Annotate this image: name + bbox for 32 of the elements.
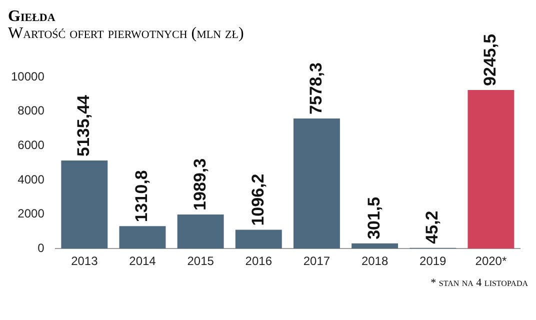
- y-tick-label: 0: [38, 240, 45, 255]
- data-label: 9245,5: [480, 34, 500, 86]
- x-tick-label: 2013: [71, 254, 98, 268]
- y-tick-label: 10000: [10, 69, 45, 84]
- data-label: 301,5: [364, 196, 384, 240]
- bar: [468, 90, 514, 249]
- bar: [293, 118, 340, 249]
- y-tick-label: 6000: [18, 138, 45, 152]
- data-label: 5135,44: [74, 94, 94, 156]
- x-tick-label: 2020*: [475, 254, 507, 268]
- data-label: 7578,3: [306, 62, 326, 115]
- y-tick-label: 4000: [18, 172, 45, 186]
- data-label: 1096,2: [248, 174, 268, 226]
- bar: [352, 243, 398, 249]
- chart-title: Giełda: [8, 8, 56, 25]
- text: * stan na 4 listopada: [430, 277, 528, 289]
- x-tick-label: 2016: [245, 254, 272, 268]
- x-tick-label: 2018: [361, 254, 388, 268]
- bar: [119, 226, 166, 249]
- bar: [177, 214, 224, 249]
- y-tick-label: 2000: [18, 206, 45, 221]
- data-label: 1310,8: [132, 170, 152, 222]
- data-label: 1989,3: [190, 158, 210, 210]
- y-tick-label: 8000: [18, 104, 45, 118]
- x-tick-label: 2015: [187, 254, 214, 268]
- x-tick-label: 2014: [129, 254, 156, 268]
- bar: [235, 230, 282, 249]
- data-label: 45,2: [422, 210, 442, 244]
- x-tick-label: 2017: [303, 254, 330, 268]
- chart-subtitle: Wartość ofert pierwotnych (mln zł): [8, 25, 244, 42]
- x-tick-label: 2019: [420, 254, 447, 268]
- bar: [61, 160, 108, 249]
